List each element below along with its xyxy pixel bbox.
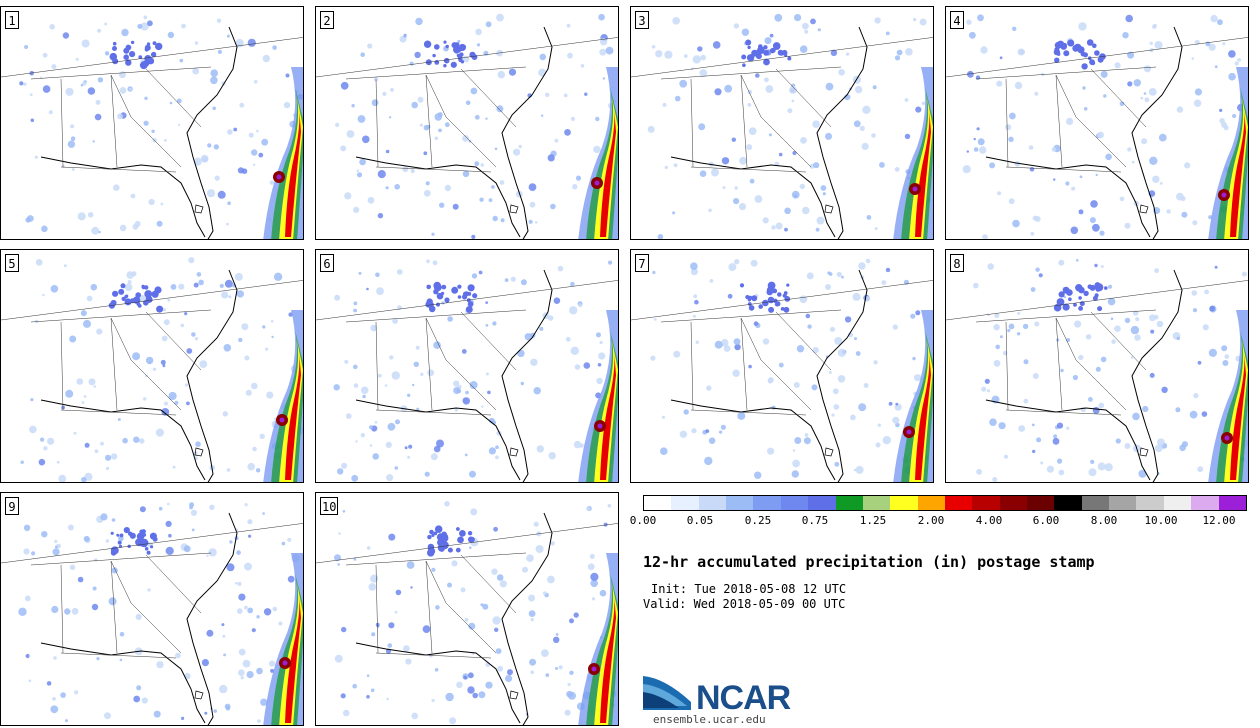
colorbar-tick-labels: 0.00 0.05 0.25 0.75 1.25 2.00 4.00 6.00 8.00 10.0…: [630, 514, 1247, 530]
colorbar-swatch: [944, 496, 973, 510]
colorbar-swatch: [1109, 496, 1137, 510]
ensemble-member-panel: 6: [315, 249, 619, 483]
init-time: Init: Tue 2018-05-08 12 UTC: [651, 582, 847, 596]
colorbar-swatch: [1027, 496, 1055, 510]
colorbar-swatch: [999, 496, 1028, 510]
colorbar-swatch: [808, 496, 836, 510]
colorbar-swatch: [753, 496, 781, 510]
ensemble-member-panel: 9: [0, 492, 304, 726]
colorbar-tick-label: 12.00: [1202, 514, 1236, 527]
ensemble-member-panel: 1: [0, 6, 304, 240]
member-number-label: 6: [320, 254, 334, 272]
colorbar-swatch: [917, 496, 945, 510]
colorbar-swatch: [726, 496, 754, 510]
precip-map: [631, 13, 933, 239]
member-number-label: 8: [950, 254, 964, 272]
colorbar-tick-label: 0.05: [686, 514, 714, 527]
ensemble-member-panel: 3: [630, 6, 934, 240]
ncar-logo-icon: [643, 676, 691, 710]
member-number-label: 2: [320, 11, 334, 29]
precip-map: [1, 502, 303, 725]
precip-map: [316, 13, 618, 239]
precip-colorbar: [643, 495, 1247, 511]
colorbar-swatch: [1081, 496, 1110, 510]
ensemble-member-panel: 4: [945, 6, 1249, 240]
ensemble-member-panel: 2: [315, 6, 619, 240]
colorbar-tick-label: 0.25: [744, 514, 772, 527]
colorbar-swatch: [862, 496, 891, 510]
precip-map: [1, 15, 303, 239]
ensemble-member-panel: 10: [315, 492, 619, 726]
colorbar-tick-label: 0.75: [801, 514, 829, 527]
valid-time: Valid: Wed 2018-05-09 00 UTC: [643, 597, 846, 611]
member-number-label: 9: [5, 497, 19, 515]
colorbar-swatch: [890, 496, 918, 510]
ensemble-member-panel: 5: [0, 249, 304, 483]
precip-map: [946, 259, 1248, 482]
colorbar-swatch: [780, 496, 809, 510]
precip-map: [946, 14, 1248, 239]
colorbar-swatch: [835, 496, 863, 510]
precip-map: [1, 257, 303, 482]
member-number-label: 10: [320, 497, 339, 515]
colorbar-swatch: [1218, 496, 1246, 510]
colorbar-tick-label: 1.25: [859, 514, 887, 527]
colorbar-tick-label: 0.00: [629, 514, 657, 527]
member-number-label: 4: [950, 11, 964, 29]
ensemble-member-panel: 7: [630, 249, 934, 483]
member-number-label: 1: [5, 11, 19, 29]
colorbar-tick-label: 4.00: [975, 514, 1003, 527]
colorbar-swatch: [698, 496, 727, 510]
colorbar-tick-label: 6.00: [1032, 514, 1060, 527]
colorbar-swatch: [1191, 496, 1219, 510]
member-number-label: 5: [5, 254, 19, 272]
member-number-label: 7: [635, 254, 649, 272]
colorbar-tick-label: 8.00: [1090, 514, 1118, 527]
colorbar-tick-label: 10.00: [1144, 514, 1178, 527]
colorbar-swatch: [1136, 496, 1164, 510]
precip-map: [631, 258, 933, 482]
colorbar-swatch: [671, 496, 699, 510]
colorbar-swatch: [1163, 496, 1192, 510]
colorbar-tick-label: 2.00: [917, 514, 945, 527]
member-number-label: 3: [635, 11, 649, 29]
ncar-logo-text: NCAR: [696, 679, 791, 717]
colorbar-swatch: [1054, 496, 1082, 510]
colorbar-swatch: [644, 496, 672, 510]
colorbar-swatch: [972, 496, 1000, 510]
precip-map: [316, 501, 618, 725]
ensemble-member-panel: 8: [945, 249, 1249, 483]
precip-map: [316, 259, 618, 482]
figure-title: 12-hr accumulated precipitation (in) pos…: [643, 553, 1095, 571]
ensemble-url: ensemble.ucar.edu: [653, 713, 766, 726]
